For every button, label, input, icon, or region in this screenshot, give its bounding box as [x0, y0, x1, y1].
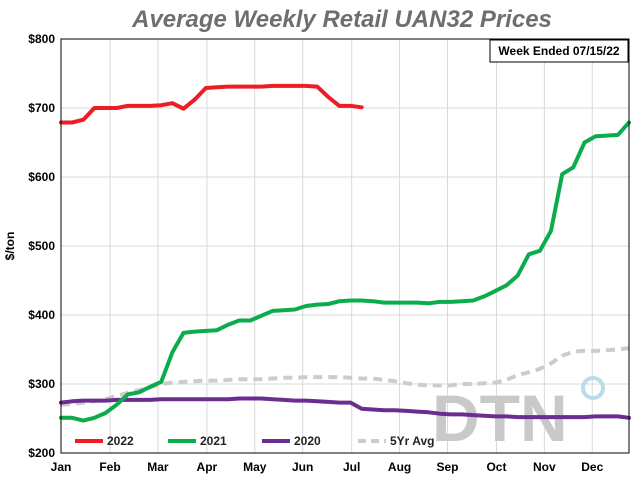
x-tick-label: Mar [147, 460, 169, 474]
legend-label: 2022 [107, 434, 134, 448]
series-line-2021 [59, 120, 631, 423]
week-ended-box: Week Ended 07/15/22 [489, 39, 629, 63]
x-tick-label: Nov [533, 460, 556, 474]
plot-frame [60, 38, 630, 454]
y-tick-label: $500 [28, 239, 55, 253]
legend: 2022 2021 2020 5Yr Avg [75, 434, 434, 448]
series-group [59, 83, 631, 423]
series-line-2022 [59, 83, 364, 125]
y-tick-label: $600 [28, 170, 55, 184]
x-tick-label: Jun [292, 460, 313, 474]
x-tick-label: Apr [197, 460, 218, 474]
y-tick-label: $400 [28, 308, 55, 322]
x-tick-label: Oct [486, 460, 506, 474]
x-tick-label: May [243, 460, 267, 474]
x-tick-label: Jul [343, 460, 360, 474]
watermark-circle [581, 376, 605, 400]
x-axis-ticks: Jan Feb Mar Apr May Jun Jul Aug Sep Oct Nov Dec [51, 460, 604, 474]
legend-label: 5Yr Avg [390, 434, 434, 448]
week-ended-label: Week Ended 07/15/22 [498, 44, 620, 58]
y-tick-label: $800 [28, 32, 55, 46]
x-tick-label: Aug [388, 460, 411, 474]
legend-label: 2020 [294, 434, 321, 448]
series-line-2020 [59, 396, 631, 420]
y-axis-label: $/ton [3, 232, 17, 261]
y-axis-ticks: $200 $300 $400 $500 $600 $700 $800 [28, 32, 55, 460]
chart-title: Average Weekly Retail UAN32 Prices [131, 6, 552, 33]
x-tick-label: Dec [581, 460, 603, 474]
legend-label: 2021 [200, 434, 227, 448]
week-ended-border [489, 39, 629, 63]
y-tick-label: $700 [28, 101, 55, 115]
x-tick-label: Jan [51, 460, 72, 474]
y-tick-label: $200 [28, 446, 55, 460]
y-tick-label: $300 [28, 377, 55, 391]
x-tick-label: Sep [436, 460, 458, 474]
x-tick-label: Feb [99, 460, 120, 474]
